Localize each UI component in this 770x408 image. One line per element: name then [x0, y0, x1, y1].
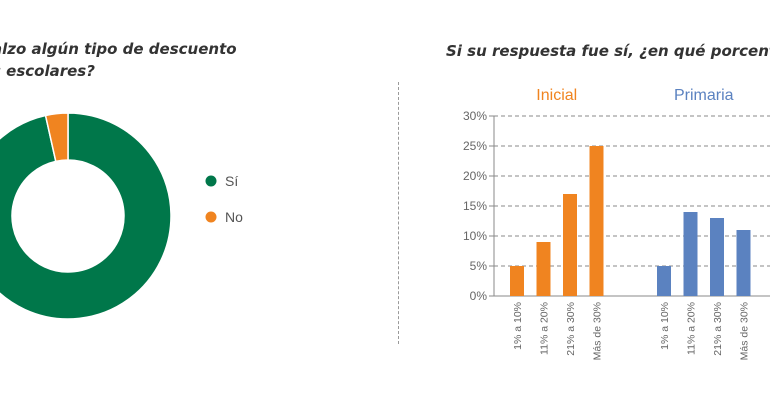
x-category-label: 1% a 10%	[512, 302, 524, 350]
bar-primaria-3	[710, 218, 724, 296]
x-category-label: 21% a 30%	[565, 302, 577, 356]
bar-primaria-4	[736, 230, 751, 296]
x-category-label: 1% a 10%	[659, 302, 671, 350]
donut-slice-no	[44, 112, 69, 163]
left-question-line1: alzo algún tipo de descuento	[0, 40, 237, 58]
left-question-line2: s escolares?	[0, 62, 95, 80]
y-tick-label: 5%	[470, 259, 488, 273]
left-question-title: alzo algún tipo de descuento s escolares…	[0, 38, 237, 82]
bar-primaria-2	[683, 212, 698, 296]
legend-label-si: Sí	[225, 173, 238, 189]
y-tick-label: 20%	[463, 169, 487, 183]
bar-primaria-1	[657, 266, 671, 296]
bar-inicial-4	[589, 146, 604, 296]
x-category-label: 11% a 20%	[539, 302, 551, 355]
section-divider	[398, 82, 399, 344]
bar-inicial-3	[563, 194, 577, 296]
group-label-inicial: Inicial	[536, 87, 577, 104]
x-category-label: 11% a 20%	[686, 302, 698, 355]
y-tick-label: 10%	[463, 229, 487, 243]
x-category-label: 21% a 30%	[712, 302, 724, 356]
donut-slice-si	[0, 112, 172, 320]
y-tick-label: 0%	[470, 289, 488, 303]
x-category-label: Más de 30%	[592, 302, 604, 360]
bar-inicial-1	[510, 266, 524, 296]
y-tick-label: 30%	[463, 109, 487, 123]
legend-label-no: No	[225, 209, 243, 225]
x-category-label: Más de 30%	[739, 302, 751, 360]
right-question-title: Si su respuesta fue sí, ¿en qué porcent	[446, 42, 770, 60]
group-label-primaria: Primaria	[674, 87, 734, 104]
legend-marker-si	[205, 175, 217, 187]
bar-inicial-2	[536, 242, 551, 296]
y-tick-label: 15%	[463, 199, 487, 213]
y-tick-label: 25%	[463, 139, 487, 153]
legend-marker-no	[205, 211, 217, 223]
